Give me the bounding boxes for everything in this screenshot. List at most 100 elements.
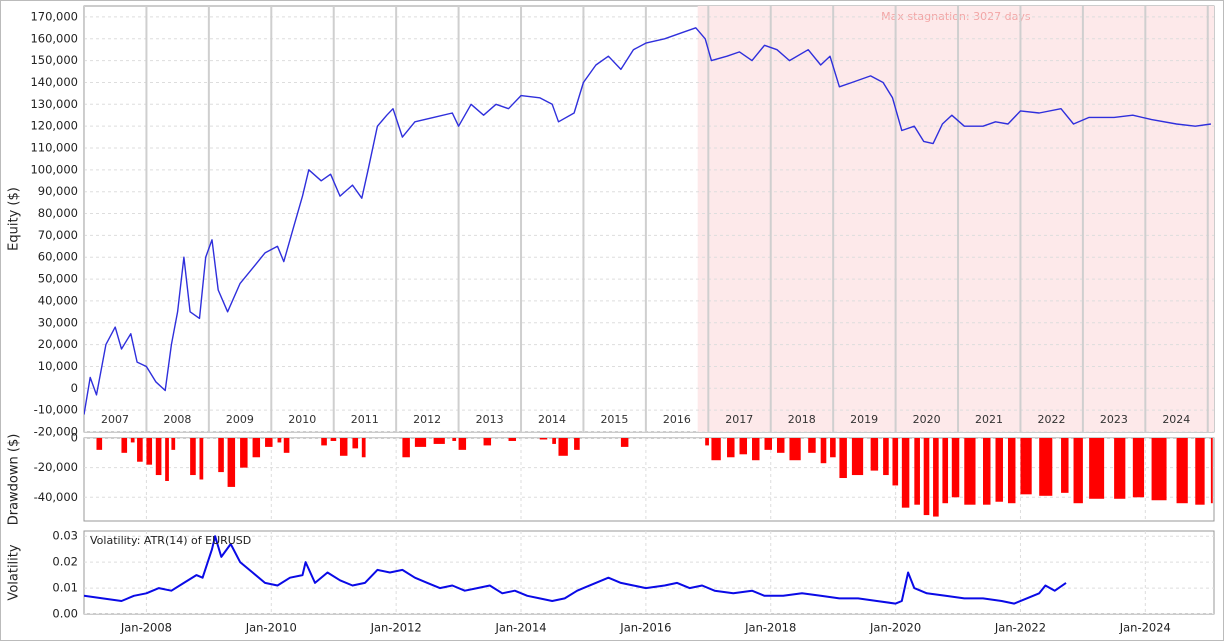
- year-label: 2009: [226, 413, 254, 426]
- drawdown-bar: [620, 438, 629, 447]
- drawdown-bar: [321, 438, 327, 446]
- drawdown-bar: [121, 438, 128, 453]
- drawdown-bar: [808, 438, 816, 453]
- drawdown-bar: [1114, 438, 1126, 499]
- drawdown-bar: [155, 438, 162, 476]
- y-tick-label: -20,000: [34, 425, 78, 439]
- drawdown-bar: [776, 438, 785, 453]
- drawdown-bar: [1089, 438, 1105, 499]
- drawdown-bar: [1195, 438, 1205, 505]
- plot-layer: [84, 531, 1214, 614]
- drawdown-bar: [452, 438, 457, 441]
- drawdown-bar: [983, 438, 991, 505]
- year-label: 2024: [1162, 413, 1190, 426]
- y-tick-label: 140,000: [30, 75, 78, 89]
- drawdown-bar: [705, 438, 709, 446]
- y-tick-label: 0: [71, 431, 78, 445]
- y-tick-label: 20,000: [38, 337, 78, 351]
- y-tick-label: 10,000: [38, 359, 78, 373]
- stagnation-region: [697, 6, 1214, 432]
- drawdown-bar: [252, 438, 261, 458]
- year-label: 2013: [476, 413, 504, 426]
- x-tick-label: Jan-2012: [370, 621, 422, 635]
- y-tick-label: 60,000: [38, 250, 78, 264]
- y-tick-label: 110,000: [30, 141, 78, 155]
- drawdown-bar: [727, 438, 735, 458]
- drawdown-bar: [964, 438, 976, 505]
- year-label: 2017: [725, 413, 753, 426]
- y-tick-label: -40,000: [34, 490, 78, 504]
- drawdown-bar: [933, 438, 939, 517]
- year-label: 2011: [351, 413, 379, 426]
- year-label: 2016: [663, 413, 691, 426]
- x-tick-label: Jan-2014: [494, 621, 546, 635]
- year-label: 2015: [600, 413, 628, 426]
- y-tick-label: 0.01: [52, 581, 78, 595]
- drawdown-bar: [1061, 438, 1069, 493]
- drawdown-bar: [265, 438, 273, 447]
- drawdown-bar: [1151, 438, 1167, 501]
- y-tick-label: 0.02: [52, 555, 78, 569]
- drawdown-bar: [789, 438, 801, 461]
- year-label: 2021: [975, 413, 1003, 426]
- drawdown-bar: [539, 438, 548, 440]
- drawdown-bar: [892, 438, 899, 486]
- drawdown-bar: [1039, 438, 1053, 496]
- y-tick-label: 40,000: [38, 293, 78, 307]
- drawdown-bar: [339, 438, 348, 456]
- y-tick-label: 0.00: [52, 607, 78, 621]
- drawdown-bar: [458, 438, 467, 450]
- y-tick-label: 70,000: [38, 228, 78, 242]
- drawdown-bar: [1020, 438, 1032, 495]
- x-tick-label: Jan-2020: [869, 621, 921, 635]
- x-tick-label: Jan-2018: [744, 621, 796, 635]
- year-label: 2022: [1037, 413, 1065, 426]
- drawdown-bar: [96, 438, 103, 450]
- year-label: 2023: [1100, 413, 1128, 426]
- drawdown-bar: [171, 438, 176, 450]
- drawdown-bar: [830, 438, 836, 458]
- drawdown-bar: [218, 438, 224, 473]
- drawdown-bar: [1132, 438, 1145, 498]
- drawdown-bar: [130, 438, 135, 443]
- drawdown-bar: [1007, 438, 1016, 504]
- drawdown-bar: [283, 438, 290, 453]
- year-label: 2019: [850, 413, 878, 426]
- drawdown-bar: [165, 438, 169, 481]
- drawdown-bar: [277, 438, 282, 443]
- drawdown-bar: [508, 438, 517, 441]
- drawdown-bar: [361, 438, 366, 458]
- plot-layer: [84, 438, 1214, 521]
- y-tick-label: 100,000: [30, 162, 78, 176]
- year-label: 2010: [288, 413, 316, 426]
- drawdown-bar: [483, 438, 492, 446]
- y-tick-label: 80,000: [38, 206, 78, 220]
- y-tick-label: -10,000: [34, 403, 78, 417]
- x-tick-label: Jan-2024: [1119, 621, 1171, 635]
- drawdown-bar: [820, 438, 827, 464]
- drawdown-bar: [199, 438, 204, 480]
- drawdown-bar: [764, 438, 772, 450]
- drawdown-bar: [851, 438, 864, 476]
- drawdown-bar: [995, 438, 1003, 502]
- x-tick-label: Jan-2016: [619, 621, 671, 635]
- drawdown-bar: [942, 438, 949, 504]
- y-axis-title: Equity ($): [7, 187, 22, 251]
- y-tick-label: 0.03: [52, 529, 78, 543]
- drawdown-bar: [402, 438, 410, 458]
- drawdown-bar: [839, 438, 847, 479]
- drawdown-bar: [1073, 438, 1083, 504]
- x-tick-label: Jan-2010: [245, 621, 297, 635]
- drawdown-bar: [1210, 438, 1213, 504]
- y-tick-label: 90,000: [38, 184, 78, 198]
- year-label: 2014: [538, 413, 566, 426]
- drawdown-bar: [574, 438, 580, 450]
- drawdown-bar: [433, 438, 445, 444]
- y-tick-label: 120,000: [30, 119, 78, 133]
- drawdown-bar: [137, 438, 143, 462]
- y-tick-label: 0: [71, 381, 78, 395]
- drawdown-bar: [240, 438, 248, 468]
- data-line: [84, 535, 1067, 605]
